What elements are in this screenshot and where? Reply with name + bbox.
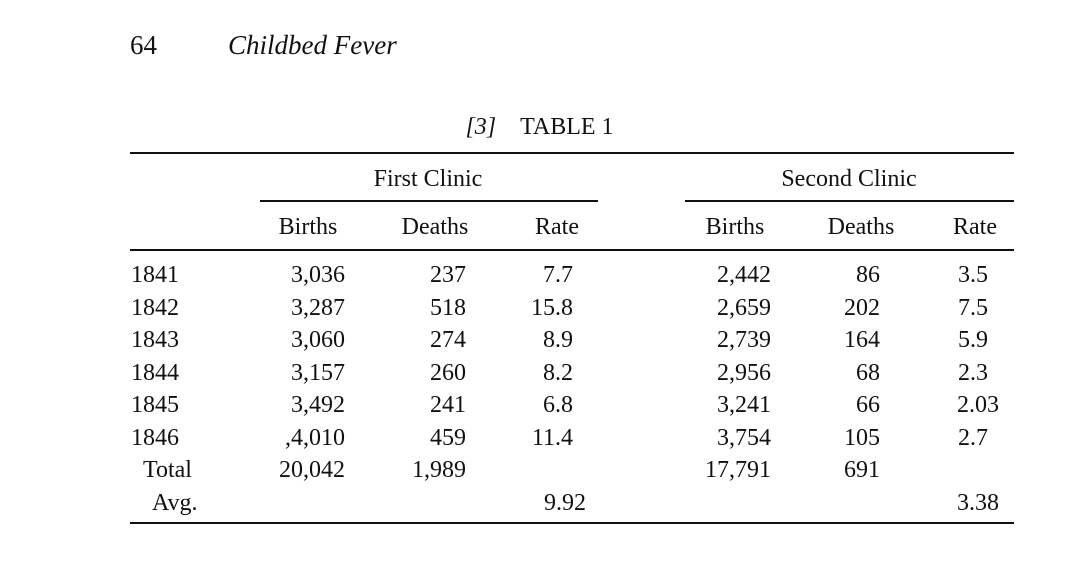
- first-clinic-rule: [260, 200, 598, 202]
- table-cell: 5.9: [958, 327, 988, 353]
- table-cell: 1,989: [412, 457, 466, 483]
- table-cell: 3,754: [717, 424, 771, 451]
- row-label: Avg.: [152, 489, 198, 516]
- table-cell: 164: [844, 327, 880, 353]
- first-clinic-header: First Clinic: [373, 166, 483, 192]
- table-cell: 9.92: [544, 489, 586, 516]
- table-cell: 3,287: [291, 294, 345, 321]
- running-title: Childbed Fever: [228, 30, 397, 60]
- table-cell: 3.5: [958, 262, 988, 288]
- table-cell: 202: [844, 294, 880, 321]
- table-cell: 2,659: [717, 294, 771, 321]
- row-label: 1844: [131, 359, 179, 386]
- table-cell: 7.5: [958, 294, 988, 321]
- table-cell: 17,791: [705, 457, 771, 483]
- column-header-births: Births: [278, 214, 338, 240]
- table-cell: 2,956: [717, 359, 771, 386]
- table-cell: 518: [430, 294, 466, 321]
- table-cell: 20,042: [279, 457, 345, 483]
- table-cell: 11.4: [531, 424, 573, 451]
- table-cell: 3.38: [957, 489, 999, 516]
- second-clinic-header: Second Clinic: [781, 166, 917, 192]
- table-cell: 2,442: [717, 262, 771, 288]
- table-cell: 2,739: [717, 327, 771, 353]
- column-header-deaths: Deaths: [827, 214, 895, 240]
- row-label: 1841: [131, 262, 179, 288]
- table-bottom-rule: [130, 522, 1014, 524]
- table-cell: 2.7: [958, 424, 988, 451]
- table-cell: 6.8: [543, 392, 573, 418]
- table-cell: 459: [430, 424, 466, 451]
- header-bottom-rule: [130, 249, 1014, 251]
- table-cell: 3,241: [717, 392, 771, 418]
- column-header-deaths: Deaths: [401, 214, 469, 240]
- row-label: 1845: [131, 392, 179, 418]
- table-cell: 260: [430, 359, 466, 386]
- second-clinic-rule: [685, 200, 1014, 202]
- table-top-rule: [130, 152, 1014, 154]
- table-caption: [3] TABLE 1: [0, 114, 1079, 141]
- column-header-rate: Rate: [953, 214, 997, 240]
- table-cell: 8.2: [543, 359, 573, 386]
- table-cell: 3,060: [291, 327, 345, 353]
- table-cell: 691: [844, 457, 880, 483]
- row-label: 1846: [131, 424, 179, 451]
- table-caption-number: [3]: [465, 114, 497, 140]
- table-cell: 105: [844, 424, 880, 451]
- table-cell: 7.7: [543, 262, 573, 288]
- row-label: 1843: [131, 327, 179, 353]
- table-cell: 3,036: [291, 262, 345, 288]
- table-cell: ,4,010: [285, 424, 345, 451]
- table-caption-title: TABLE 1: [520, 114, 614, 140]
- table-cell: 2.3: [958, 359, 988, 386]
- row-label: Total: [143, 457, 192, 483]
- table-cell: 3,492: [291, 392, 345, 418]
- table-cell: 15.8: [531, 294, 573, 321]
- page-number: 64: [130, 30, 157, 60]
- column-header-rate: Rate: [535, 214, 579, 240]
- table-cell: 274: [430, 327, 466, 353]
- table-cell: 2.03: [957, 392, 999, 418]
- table-cell: 237: [430, 262, 466, 288]
- table-cell: 86: [856, 262, 880, 288]
- table-cell: 3,157: [291, 359, 345, 386]
- row-label: 1842: [131, 294, 179, 321]
- table-cell: 68: [856, 359, 880, 386]
- table-cell: 8.9: [543, 327, 573, 353]
- table-cell: 241: [430, 392, 466, 418]
- table-cell: 66: [856, 392, 880, 418]
- column-header-births: Births: [705, 214, 765, 240]
